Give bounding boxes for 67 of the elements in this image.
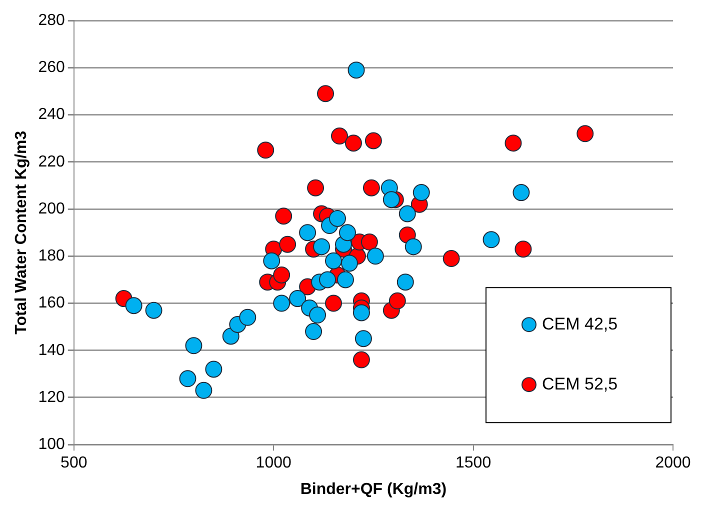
point bbox=[305, 323, 322, 340]
point bbox=[239, 308, 256, 326]
point bbox=[336, 271, 354, 288]
point bbox=[145, 302, 162, 319]
point bbox=[504, 134, 522, 152]
point bbox=[382, 191, 400, 208]
point bbox=[179, 370, 196, 388]
legend-label: CEM 42,5 bbox=[542, 314, 618, 334]
x-tick-label: 1000 bbox=[256, 454, 292, 472]
point bbox=[275, 208, 292, 225]
point bbox=[325, 252, 342, 270]
point bbox=[364, 132, 382, 150]
y-tick-label: 200 bbox=[38, 200, 65, 218]
point bbox=[482, 231, 500, 248]
point bbox=[354, 330, 372, 348]
point bbox=[289, 290, 306, 308]
point bbox=[331, 128, 348, 145]
point bbox=[360, 234, 378, 251]
point bbox=[299, 224, 316, 242]
point bbox=[257, 142, 274, 159]
x-tick-label: 1500 bbox=[456, 454, 492, 472]
point bbox=[352, 351, 370, 368]
y-tick-label: 260 bbox=[38, 59, 65, 76]
y-tick-label: 160 bbox=[38, 294, 65, 312]
y-tick-label: 280 bbox=[38, 12, 65, 30]
point bbox=[325, 294, 342, 312]
y-axis-title: Total Water Content Kg/m3 bbox=[13, 130, 30, 334]
point bbox=[396, 274, 414, 291]
y-tick-label: 240 bbox=[38, 106, 65, 124]
point bbox=[398, 205, 416, 222]
point bbox=[340, 254, 358, 272]
point bbox=[319, 271, 336, 288]
point bbox=[366, 248, 384, 265]
point bbox=[313, 238, 330, 256]
point bbox=[263, 252, 280, 270]
point bbox=[329, 210, 346, 227]
legend-label: CEM 52,5 bbox=[542, 374, 618, 394]
point bbox=[317, 85, 334, 102]
point bbox=[362, 179, 380, 196]
point bbox=[195, 382, 212, 399]
x-tick-label: 500 bbox=[60, 454, 88, 472]
point bbox=[205, 360, 222, 378]
y-tick-label: 100 bbox=[38, 436, 65, 454]
point bbox=[273, 294, 290, 312]
y-tick-label: 120 bbox=[38, 388, 65, 406]
point bbox=[512, 184, 530, 202]
point bbox=[344, 134, 362, 152]
point bbox=[412, 184, 430, 202]
point bbox=[388, 292, 406, 310]
x-axis-title: Binder+QF (Kg/m3) bbox=[300, 480, 447, 498]
point bbox=[576, 125, 594, 142]
point bbox=[273, 266, 290, 284]
point bbox=[279, 236, 296, 253]
point bbox=[185, 337, 202, 354]
y-tick-label: 180 bbox=[38, 248, 65, 265]
x-tick-label: 2000 bbox=[655, 454, 691, 472]
point bbox=[404, 238, 422, 256]
point bbox=[442, 250, 460, 268]
y-tick-label: 220 bbox=[38, 153, 65, 170]
y-tick-label: 140 bbox=[38, 342, 65, 359]
point bbox=[348, 62, 365, 79]
point bbox=[514, 240, 532, 258]
point bbox=[307, 179, 324, 196]
point bbox=[125, 297, 142, 314]
point bbox=[352, 304, 370, 322]
point bbox=[309, 306, 326, 324]
point bbox=[338, 224, 356, 242]
